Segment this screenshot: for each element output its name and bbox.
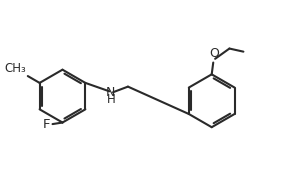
Text: F: F bbox=[43, 118, 51, 131]
Text: O: O bbox=[209, 47, 219, 60]
Text: H: H bbox=[106, 93, 115, 106]
Text: CH₃: CH₃ bbox=[5, 62, 26, 75]
Text: N: N bbox=[106, 86, 116, 99]
